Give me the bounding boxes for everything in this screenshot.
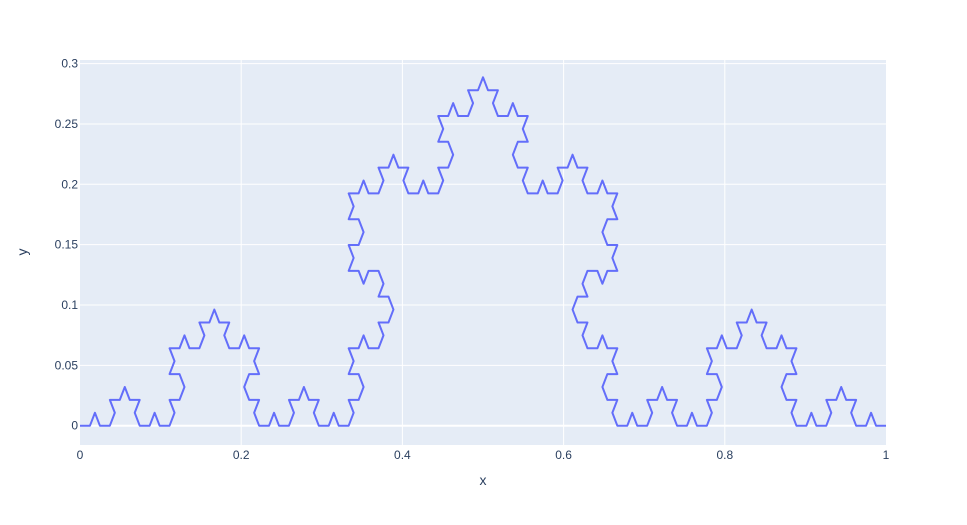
x-tick-labels: 0 0.2 0.4 0.6 0.8 1	[77, 448, 890, 462]
y-tick-label: 0.3	[61, 57, 78, 71]
x-tick-label: 0.8	[716, 448, 733, 462]
series-line	[80, 76, 886, 427]
y-tick-label: 0.15	[55, 238, 79, 252]
y-tick-label: 0.05	[55, 358, 79, 372]
y-tick-label: 0.1	[61, 298, 78, 312]
x-axis-title: x	[480, 472, 487, 488]
y-axis-title: y	[14, 249, 30, 256]
y-tick-label: 0.2	[61, 177, 78, 191]
y-tick-label: 0	[71, 419, 78, 433]
x-tick-label: 0.2	[233, 448, 250, 462]
x-tick-label: 0.4	[394, 448, 411, 462]
y-tick-label: 0.25	[55, 117, 79, 131]
y-tick-labels: 0 0.05 0.1 0.15 0.2 0.25 0.3	[55, 57, 79, 433]
x-tick-label: 0.6	[555, 448, 572, 462]
plot-area[interactable]	[80, 60, 886, 445]
grid-lines	[80, 60, 886, 445]
x-tick-label: 1	[883, 448, 890, 462]
x-tick-label: 0	[77, 448, 84, 462]
